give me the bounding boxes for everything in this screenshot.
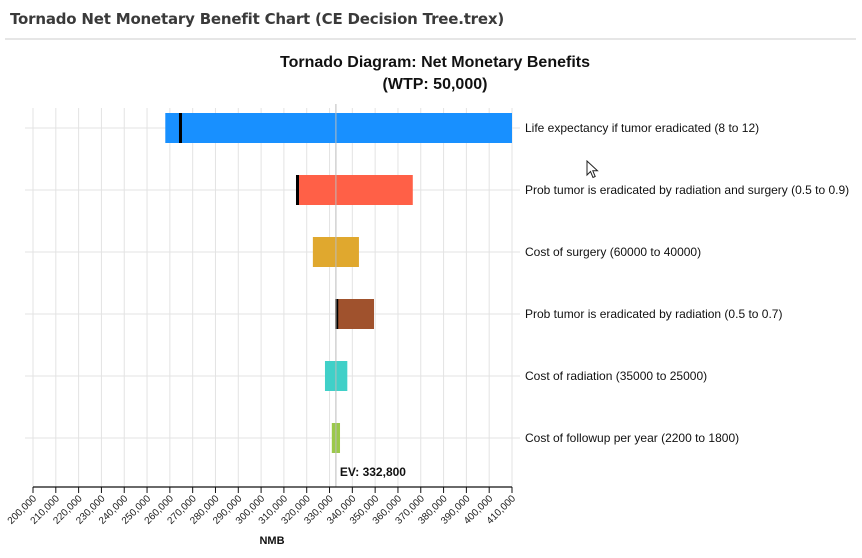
category-label: Cost of followup per year (2200 to 1800) [525, 431, 739, 445]
window-title: Tornado Net Monetary Benefit Chart (CE D… [10, 10, 504, 28]
category-label: Prob tumor is eradicated by radiation an… [525, 183, 849, 197]
x-axis-title: NMB [259, 535, 284, 547]
ev-label: EV: 332,800 [340, 465, 406, 479]
base-marker [178, 113, 182, 143]
ev-group: EV: 332,800 [335, 104, 406, 487]
category-label: Cost of surgery (60000 to 40000) [525, 245, 701, 259]
category-labels: Life expectancy if tumor eradicated (8 t… [525, 121, 849, 445]
chart-subtitle: (WTP: 50,000) [383, 76, 488, 93]
bar [295, 175, 413, 205]
mouse-cursor-icon [586, 160, 599, 179]
grid-lines [25, 108, 520, 487]
x-axis: 200,000210,000220,000230,000240,000250,0… [6, 486, 518, 527]
title-divider [5, 38, 856, 40]
base-marker [335, 299, 339, 329]
bar [165, 113, 513, 143]
bars-group [165, 113, 513, 453]
category-label: Cost of radiation (35000 to 25000) [525, 369, 707, 383]
bar [335, 299, 375, 329]
chart-title: Tornado Diagram: Net Monetary Benefits [280, 54, 590, 71]
category-label: Life expectancy if tumor eradicated (8 t… [525, 121, 759, 135]
base-marker [295, 175, 299, 205]
category-label: Prob tumor is eradicated by radiation (0… [525, 307, 782, 321]
